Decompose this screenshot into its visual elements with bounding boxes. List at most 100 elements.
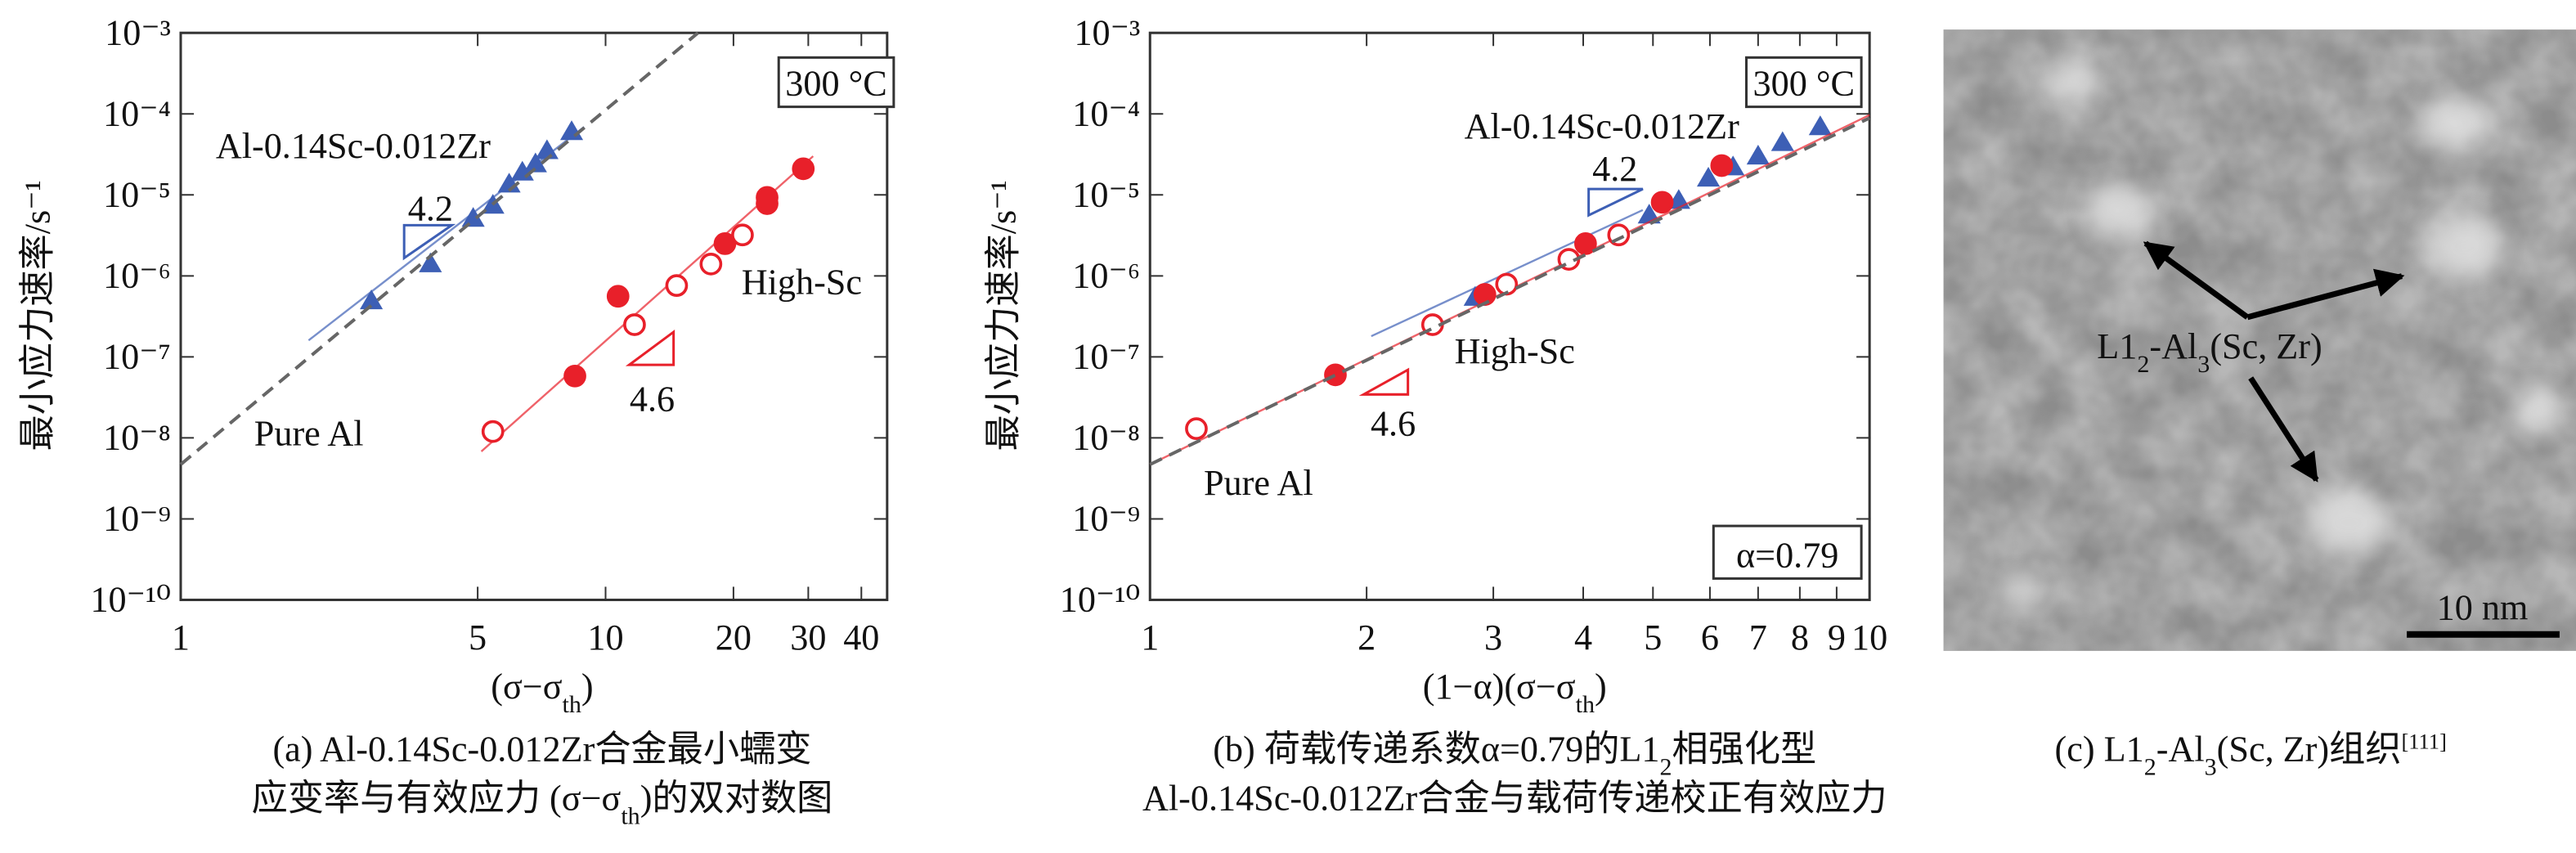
x-axis-label: (1−α)(σ−σth) [1423,667,1607,718]
data-point [360,289,384,310]
text-part: -Al [2149,326,2197,366]
y-tick-label: 10⁻⁵ [1072,174,1140,214]
plot-frame [1148,31,1871,602]
annotation-box [1744,56,1863,109]
x-tick-label: 10 [1851,617,1887,658]
x-tick-label: 20 [716,617,752,658]
slope-triangle [1358,367,1410,396]
data-point [419,252,442,272]
y-tick-label: 10⁻⁴ [1072,93,1140,133]
x-tick-label: 5 [469,617,487,658]
text-part: )的双对数图 [640,779,833,819]
subscript: th [621,802,640,830]
x-tick-label: 3 [1484,617,1502,658]
series-label: Pure Al [254,414,364,454]
slope-triangle [1587,187,1644,218]
y-tick-label: 10⁻³ [105,12,171,52]
x-tick-label: 40 [843,617,879,658]
series-label: High-Sc [1455,331,1575,371]
x-tick-label: 30 [790,617,826,658]
subscript: 2 [2144,752,2156,780]
y-tick-label: 10⁻⁸ [103,417,171,457]
micrograph [1943,29,2576,651]
data-point [713,232,737,255]
scale-bar-label: 10 nm [2437,588,2529,628]
text-part: 相强化型 [1672,729,1817,769]
reference-line [179,31,699,466]
y-axis-label: 最小应力速率/s⁻¹ [984,180,1024,451]
text-part: (b) 荷载传递系数α=0.79的L1 [1213,729,1659,769]
annotation: 4.2 [408,188,453,228]
text-part: 应变率与有效应力 (σ−σ [252,779,622,819]
y-tick-label: 10⁻⁵ [103,174,171,214]
series-label: Al-0.14Sc-0.012Zr [216,126,491,166]
superscript: [111] [2401,729,2446,753]
data-point [623,313,646,336]
text-part: -Al [2156,729,2205,769]
annotation: 4.6 [630,379,675,419]
x-axis-label: (σ−σth) [491,667,593,718]
text-part: (a) Al-0.14Sc-0.012Zr合金最小蠕变 [272,729,811,769]
subscript: th [563,690,581,718]
data-point [1324,363,1347,387]
annotation-box [1712,524,1863,580]
reference-line [1149,116,1871,466]
text-part: ) [1595,667,1607,707]
data-point [1746,144,1770,165]
slope-triangle [402,223,456,261]
slope-triangle [625,329,675,366]
x-tick-label: 10 [587,617,623,658]
annotation: 300 °C [1753,64,1855,104]
text-part: (σ−σ [491,667,562,707]
y-tick-label: 10⁻⁹ [1072,499,1140,539]
text-part: (c) L1 [2055,729,2144,769]
data-point [731,223,754,247]
data-point [756,186,779,209]
y-tick-label: 10⁻⁷ [1072,336,1140,376]
caption: 应变率与有效应力 (σ−σth)的双对数图 [252,779,833,830]
annotation: α=0.79 [1736,535,1838,575]
y-tick-label: 10⁻³ [1074,12,1140,52]
data-point [523,152,547,173]
caption: (b) 荷载传递系数α=0.79的L12相强化型 [1213,729,1816,780]
x-tick-label: 4 [1574,617,1592,658]
x-tick-label: 9 [1828,617,1846,658]
annotation-box [777,56,895,109]
subscript: 2 [1659,752,1672,780]
data-point [1607,223,1631,247]
y-tick-label: 10⁻⁴ [103,93,171,133]
data-point [481,420,505,443]
data-point [665,274,689,298]
y-tick-label: 10⁻¹⁰ [90,580,170,620]
text-part: L1 [2097,326,2137,366]
subscript: 3 [2205,752,2217,780]
data-point [1808,115,1832,136]
subscript: 3 [2197,350,2210,378]
x-tick-label: 5 [1644,617,1662,658]
caption: Al-0.14Sc-0.012Zr合金与载荷传递校正有效应力 [1142,779,1887,819]
annotation: 300 °C [785,64,886,104]
data-point [1650,191,1674,214]
x-tick-label: 1 [1141,617,1159,658]
series-label: Pure Al [1204,463,1313,503]
x-tick-label: 1 [172,617,190,658]
data-point [1770,131,1794,151]
data-point [461,207,485,227]
y-tick-label: 10⁻⁷ [103,336,171,376]
annotation: 4.6 [1371,404,1416,444]
text-part: (Sc, Zr) [2210,326,2322,366]
y-tick-label: 10⁻⁹ [103,499,171,539]
caption: (c) L12-Al3(Sc, Zr)组织[111] [2055,729,2447,780]
plot-frame [179,31,889,602]
y-axis-label: 最小应力速率/s⁻¹ [17,180,57,451]
caption: (a) Al-0.14Sc-0.012Zr合金最小蠕变 [272,729,811,769]
y-tick-label: 10⁻⁸ [1072,417,1140,457]
text-part: Al-0.14Sc-0.012Zr合金与载荷传递校正有效应力 [1142,779,1887,819]
x-tick-label: 2 [1358,617,1376,658]
data-point [563,364,586,388]
subscript: th [1576,690,1595,718]
text-part: (Sc, Zr)组织 [2217,729,2402,769]
data-point [535,139,559,159]
subscript: 2 [2137,350,2149,378]
